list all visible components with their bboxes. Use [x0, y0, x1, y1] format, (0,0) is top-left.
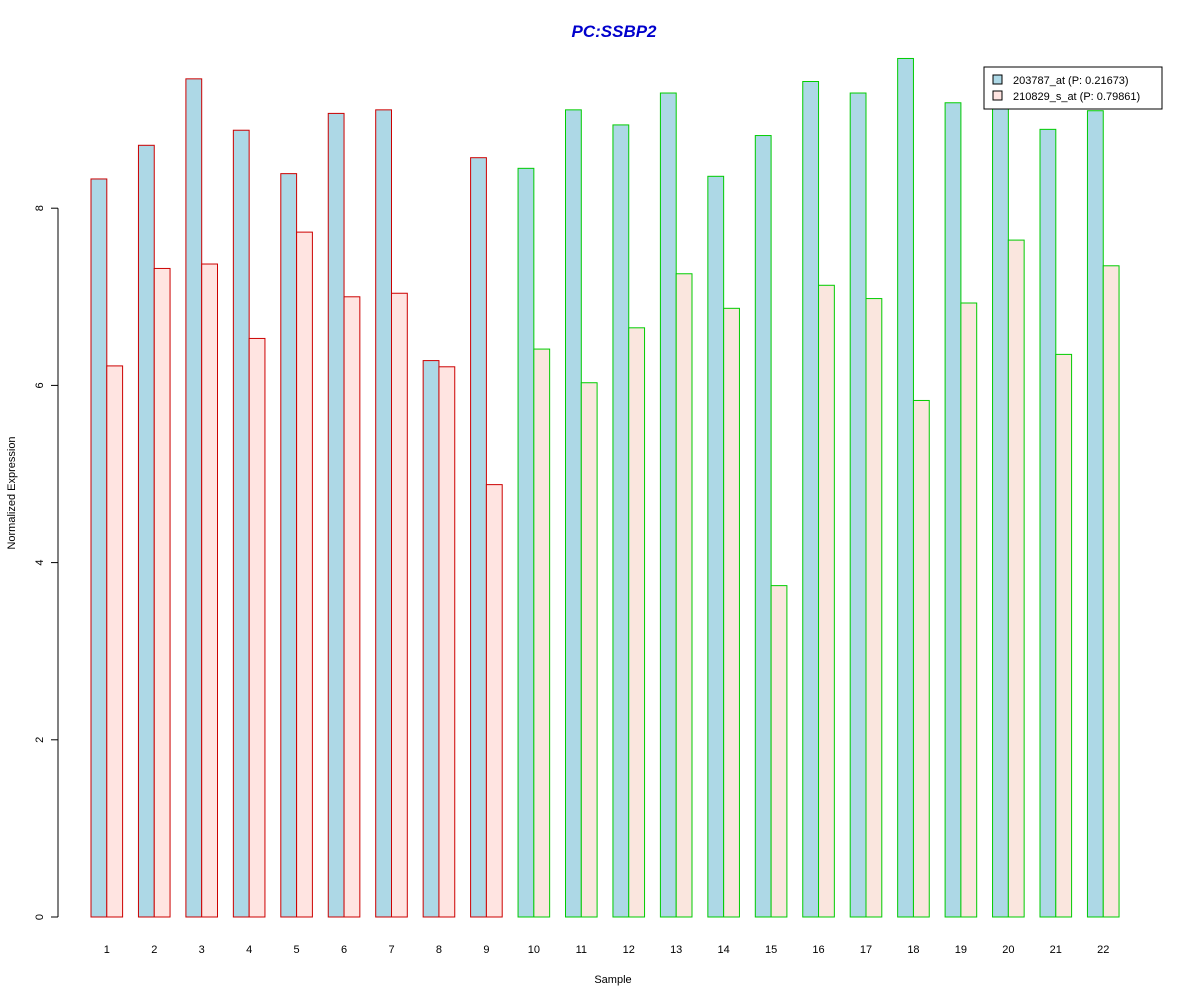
- x-tick-label: 11: [576, 944, 587, 956]
- legend: 203787_at (P: 0.21673) 210829_s_at (P: 0…: [983, 66, 1163, 110]
- bar-210829-s-at-sample-7: [391, 292, 408, 918]
- x-tick-label: 19: [955, 944, 967, 956]
- bar-210829-s-at-sample-10: [533, 348, 551, 918]
- x-tick-label: 5: [294, 944, 300, 956]
- bar-203787-at-sample-8: [422, 360, 440, 918]
- legend-label-series-2: 210829_s_at (P: 0.79861): [1013, 91, 1140, 103]
- y-tick-label: 6: [34, 382, 46, 388]
- bar-210829-s-at-sample-12: [628, 327, 646, 918]
- x-tick-label: 16: [812, 944, 824, 956]
- x-tick-label: 22: [1097, 944, 1109, 956]
- legend-swatch-series-2: [992, 90, 1003, 101]
- bar-203787-at-sample-19: [944, 102, 962, 918]
- bar-203787-at-sample-18: [897, 57, 914, 918]
- x-tick-label: 3: [199, 944, 205, 956]
- x-tick-label: 7: [388, 944, 394, 956]
- bar-210829-s-at-sample-3: [201, 263, 218, 918]
- bar-203787-at-sample-4: [232, 129, 250, 918]
- x-tick-label: 1: [104, 944, 110, 956]
- x-tick-label: 13: [670, 944, 682, 956]
- bar-203787-at-sample-14: [707, 175, 725, 918]
- bar-210829-s-at-sample-15: [770, 585, 788, 918]
- bar-203787-at-sample-11: [565, 109, 582, 918]
- x-tick-label: 15: [765, 944, 777, 956]
- bar-203787-at-sample-13: [659, 92, 677, 918]
- chart-title: PC:SSBP2: [571, 22, 657, 41]
- bar-210829-s-at-sample-21: [1055, 353, 1073, 918]
- y-tick-label: 4: [34, 560, 46, 566]
- bar-203787-at-sample-5: [280, 173, 298, 918]
- x-axis: 1 2 3 4 5 6 7 8 9 10 11 12 13 14 15 16 17 18 19 20 21 22: [104, 944, 1110, 956]
- bar-203787-at-sample-6: [327, 112, 345, 918]
- x-axis-label: Sample: [594, 974, 631, 986]
- x-tick-label: 6: [341, 944, 347, 956]
- y-axis: 0 2 4 6 8: [34, 205, 59, 920]
- bar-210829-s-at-sample-8: [438, 366, 456, 918]
- bar-210829-s-at-sample-17: [865, 298, 883, 918]
- bar-210829-s-at-sample-20: [1007, 239, 1025, 918]
- bar-210829-s-at-sample-16: [818, 284, 835, 918]
- x-tick-label: 21: [1050, 944, 1062, 956]
- bar-210829-s-at-sample-4: [248, 337, 266, 918]
- bar-203787-at-sample-3: [185, 78, 203, 918]
- x-tick-label: 18: [907, 944, 919, 956]
- y-tick-label: 2: [34, 737, 46, 743]
- y-tick-label: 8: [34, 205, 46, 211]
- bar-210829-s-at-sample-14: [723, 307, 740, 918]
- y-axis-label: Normalized Expression: [6, 436, 18, 549]
- bars-group: [90, 57, 1120, 918]
- bar-210829-s-at-sample-5: [296, 231, 313, 918]
- x-tick-label: 8: [436, 944, 442, 956]
- bar-210829-s-at-sample-9: [485, 484, 503, 918]
- x-tick-label: 2: [151, 944, 157, 956]
- bar-203787-at-sample-1: [90, 178, 108, 918]
- bar-203787-at-sample-20: [992, 101, 1009, 918]
- bar-203787-at-sample-2: [137, 144, 155, 918]
- bar-203787-at-sample-10: [517, 167, 535, 918]
- y-tick-label: 0: [34, 914, 46, 920]
- x-tick-label: 9: [483, 944, 489, 956]
- x-tick-label: 17: [860, 944, 872, 956]
- x-tick-label: 12: [623, 944, 635, 956]
- legend-swatch-series-1: [992, 74, 1003, 85]
- bar-203787-at-sample-15: [754, 135, 772, 918]
- bar-210829-s-at-sample-11: [580, 382, 598, 918]
- bar-210829-s-at-sample-6: [343, 296, 361, 918]
- x-tick-label: 20: [1002, 944, 1014, 956]
- legend-label-series-1: 203787_at (P: 0.21673): [1013, 75, 1129, 87]
- bar-203787-at-sample-12: [612, 124, 630, 918]
- bar-210829-s-at-sample-22: [1102, 265, 1120, 918]
- x-tick-label: 10: [528, 944, 540, 956]
- bar-203787-at-sample-16: [802, 81, 820, 918]
- bar-210829-s-at-sample-1: [106, 365, 124, 918]
- legend-box: [983, 66, 1163, 110]
- bar-210829-s-at-sample-2: [153, 267, 171, 918]
- bar-210829-s-at-sample-19: [960, 302, 978, 918]
- x-tick-label: 14: [718, 944, 730, 956]
- bar-203787-at-sample-17: [849, 92, 867, 918]
- x-tick-label: 4: [246, 944, 252, 956]
- bar-210829-s-at-sample-13: [675, 273, 693, 918]
- bar-210829-s-at-sample-18: [912, 399, 930, 918]
- bar-203787-at-sample-7: [375, 109, 393, 918]
- bar-203787-at-sample-9: [470, 157, 487, 918]
- bar-203787-at-sample-21: [1039, 128, 1057, 918]
- bar-203787-at-sample-22: [1086, 110, 1104, 918]
